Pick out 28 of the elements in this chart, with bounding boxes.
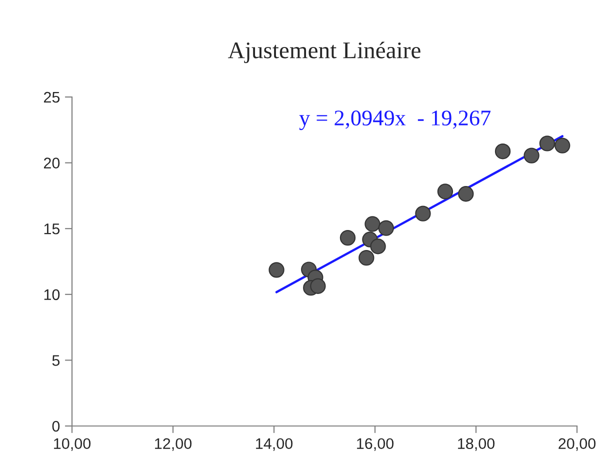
x-tick-label: 14,00 bbox=[256, 438, 293, 451]
y-tick-label: 10 bbox=[44, 289, 60, 300]
point bbox=[415, 206, 431, 222]
point bbox=[370, 238, 386, 254]
point bbox=[310, 278, 326, 294]
x-tick-label: 20,00 bbox=[558, 438, 596, 451]
annotation: y = 2,0949x - 19,267 bbox=[299, 110, 491, 130]
point bbox=[340, 230, 356, 246]
point bbox=[494, 144, 511, 160]
x-tick-label: 12,00 bbox=[155, 438, 192, 451]
chart-title: Ajustement Linéaire bbox=[228, 42, 420, 64]
point bbox=[358, 250, 374, 266]
point bbox=[378, 220, 394, 236]
point bbox=[364, 216, 380, 232]
point bbox=[437, 184, 454, 200]
y-tick-label: 15 bbox=[44, 224, 60, 234]
y-tick-label: 0 bbox=[52, 420, 60, 432]
point bbox=[554, 138, 570, 154]
y-tick-label: 5 bbox=[52, 355, 60, 366]
point bbox=[539, 136, 556, 152]
x-tick-label: 16,00 bbox=[357, 438, 394, 451]
y-tick-label: 25 bbox=[44, 92, 60, 103]
x-tick-label: 18,00 bbox=[458, 438, 495, 451]
point bbox=[524, 148, 540, 164]
point bbox=[268, 262, 284, 278]
y-tick-label: 20 bbox=[44, 158, 60, 168]
point bbox=[458, 186, 474, 202]
x-tick-label: 10,00 bbox=[54, 438, 91, 451]
